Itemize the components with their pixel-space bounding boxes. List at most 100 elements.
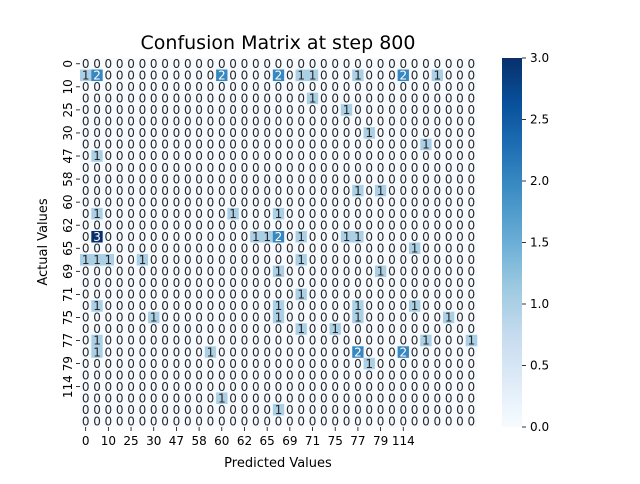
- heatmap-cell: [148, 415, 160, 428]
- heatmap-cell: [454, 242, 466, 255]
- heatmap-cell: [306, 104, 319, 116]
- heatmap-cell-value: 0: [241, 57, 249, 71]
- heatmap-cell: [374, 115, 387, 128]
- heatmap-cell-value: 0: [241, 403, 249, 417]
- heatmap-cell: [397, 288, 410, 301]
- heatmap-cell: [442, 265, 455, 278]
- heatmap-cell: [261, 196, 274, 209]
- heatmap-cell-value: 0: [93, 357, 101, 371]
- x-tick-label: 60: [214, 434, 229, 448]
- heatmap-cell: [454, 415, 466, 428]
- heatmap-cell: [352, 346, 364, 359]
- heatmap-cell-value: 0: [320, 184, 328, 198]
- heatmap-cell-value: 0: [331, 380, 339, 394]
- heatmap-cell-value: 0: [468, 57, 476, 71]
- heatmap-cell: [125, 311, 138, 324]
- heatmap-cell-value: 0: [116, 126, 124, 140]
- heatmap-cell: [465, 230, 478, 243]
- heatmap-cell-value: 0: [161, 380, 169, 394]
- heatmap-cell: [170, 230, 183, 243]
- heatmap-cell-value: 0: [184, 230, 192, 244]
- heatmap-cell: [397, 150, 410, 163]
- heatmap-cell: [170, 150, 183, 163]
- heatmap-cell: [340, 69, 353, 82]
- heatmap-cell: [295, 369, 308, 382]
- heatmap-cell-value: 0: [411, 218, 419, 232]
- heatmap-cell: [238, 403, 251, 416]
- heatmap-cell-value: 0: [377, 207, 385, 221]
- heatmap-cell: [284, 230, 296, 243]
- heatmap-cell-value: 0: [241, 218, 249, 232]
- heatmap-cell: [91, 81, 103, 93]
- heatmap-cell-value: 0: [105, 276, 113, 290]
- heatmap-cell-value: 0: [229, 161, 237, 175]
- heatmap-cell-value: 0: [468, 241, 476, 255]
- heatmap-cell: [295, 288, 308, 301]
- heatmap-cell-value: 0: [343, 311, 351, 325]
- heatmap-cell-value: 0: [150, 103, 158, 117]
- heatmap-cell-value: 0: [93, 195, 101, 209]
- heatmap-cell-value: 0: [286, 403, 294, 417]
- heatmap-cell-value: 0: [218, 115, 226, 129]
- heatmap-cell-value: 0: [241, 138, 249, 152]
- heatmap-cell: [329, 81, 342, 93]
- heatmap-cell-value: 0: [252, 218, 260, 232]
- heatmap-cell-value: 0: [173, 311, 181, 325]
- heatmap-cell: [442, 300, 455, 312]
- heatmap-cell: [250, 92, 262, 105]
- heatmap-cell-value: 0: [275, 334, 283, 348]
- heatmap-cell: [363, 357, 376, 370]
- heatmap-cell-value: 0: [343, 207, 351, 221]
- heatmap-cell: [465, 300, 478, 312]
- heatmap-cell: [204, 288, 217, 301]
- heatmap-cell-value: 0: [399, 161, 407, 175]
- heatmap-cell: [284, 334, 296, 347]
- heatmap-cell: [148, 392, 160, 405]
- heatmap-cell: [408, 265, 421, 278]
- heatmap-cell-value: 0: [297, 103, 305, 117]
- heatmap-cell: [250, 369, 262, 382]
- heatmap-cell: [159, 138, 172, 151]
- heatmap-cell-value: 0: [309, 126, 317, 140]
- heatmap-cell: [397, 219, 410, 232]
- heatmap-cell-value: 0: [263, 207, 271, 221]
- heatmap-cell-value: 0: [309, 403, 317, 417]
- heatmap-cell: [91, 300, 103, 312]
- heatmap-cell: [102, 254, 115, 266]
- heatmap-cell: [284, 369, 296, 382]
- heatmap-cell-value: 0: [365, 138, 373, 152]
- heatmap-cell-value: 0: [365, 172, 373, 186]
- heatmap-cell-value: 0: [320, 368, 328, 382]
- heatmap-cell-value: 0: [127, 92, 135, 106]
- heatmap-cell: [102, 323, 115, 336]
- heatmap-cell-value: 1: [377, 184, 385, 198]
- heatmap-cell: [159, 115, 172, 128]
- heatmap-cell: [91, 334, 103, 347]
- heatmap-cell: [397, 173, 410, 186]
- heatmap-cell-value: 0: [343, 184, 351, 198]
- heatmap-cell-value: 0: [422, 276, 430, 290]
- heatmap-cell: [408, 369, 421, 382]
- heatmap-cell: [420, 403, 432, 416]
- heatmap-cell: [329, 58, 342, 70]
- heatmap-cell: [397, 115, 410, 128]
- heatmap-cell: [272, 415, 285, 428]
- heatmap-cell: [454, 173, 466, 186]
- heatmap-cell-value: 0: [218, 357, 226, 371]
- heatmap-cell-value: 0: [150, 299, 158, 313]
- heatmap-cell-value: 0: [150, 149, 158, 163]
- heatmap-cell-value: 0: [161, 57, 169, 71]
- heatmap-cell-value: 0: [354, 138, 362, 152]
- heatmap-cell: [386, 92, 398, 105]
- heatmap-cell-value: 0: [365, 288, 373, 302]
- heatmap-cell: [216, 81, 228, 93]
- heatmap-cell: [295, 311, 308, 324]
- heatmap-cell: [91, 380, 103, 393]
- heatmap-cell: [386, 357, 398, 370]
- heatmap-cell-value: 0: [331, 403, 339, 417]
- heatmap-cell-value: 0: [286, 80, 294, 94]
- heatmap-cell: [442, 207, 455, 220]
- heatmap-cell: [80, 150, 92, 163]
- heatmap-cell-value: 0: [309, 103, 317, 117]
- heatmap-cell-value: 1: [354, 299, 362, 313]
